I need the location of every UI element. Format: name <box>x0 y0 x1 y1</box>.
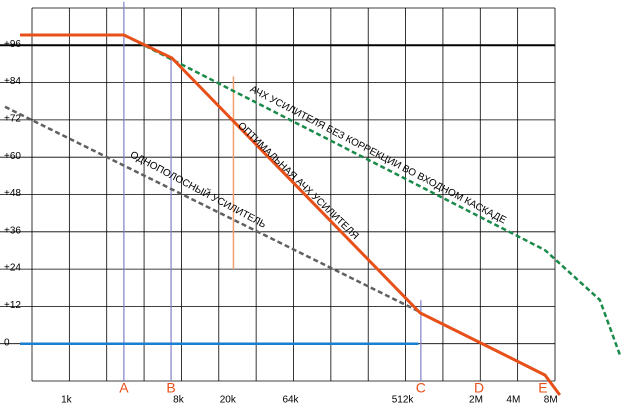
y-tick-label: +72 <box>4 114 21 125</box>
y-tick-label: +60 <box>4 151 21 162</box>
series-line <box>123 33 622 356</box>
series-annotation: АЧХ УСИЛИТЕЛЯ БЕЗ КОРРЕКЦИИ ВО ВХОДНОМ К… <box>248 84 508 227</box>
y-tick-label: +36 <box>4 225 21 236</box>
y-tick-label: +24 <box>4 263 21 274</box>
y-tick-label: +48 <box>4 188 21 199</box>
x-tick-label: 512k <box>392 395 415 406</box>
marker-label: B <box>166 380 175 396</box>
marker-label: A <box>119 380 129 396</box>
series-annotation: ОДНОПОЛОСНЫЙ УСИЛИТЕЛЬ <box>128 148 269 231</box>
x-tick-label: 8M <box>544 395 558 406</box>
marker-label: E <box>538 380 547 396</box>
y-tick-label: 0 <box>4 337 10 348</box>
x-tick-label: 2M <box>469 395 483 406</box>
marker-label: D <box>474 380 484 396</box>
series-line <box>20 33 562 396</box>
marker-label: C <box>416 380 426 396</box>
x-tick-label: 1k <box>61 395 73 406</box>
x-tick-label: 20k <box>220 395 237 406</box>
y-tick-label: +96 <box>4 39 21 50</box>
x-tick-label: 8k <box>173 395 185 406</box>
y-tick-label: +12 <box>4 300 21 311</box>
x-tick-label: 4M <box>506 395 520 406</box>
x-tick-label: 64k <box>282 395 299 406</box>
y-tick-label: +84 <box>4 76 21 87</box>
series-line <box>4 105 421 314</box>
